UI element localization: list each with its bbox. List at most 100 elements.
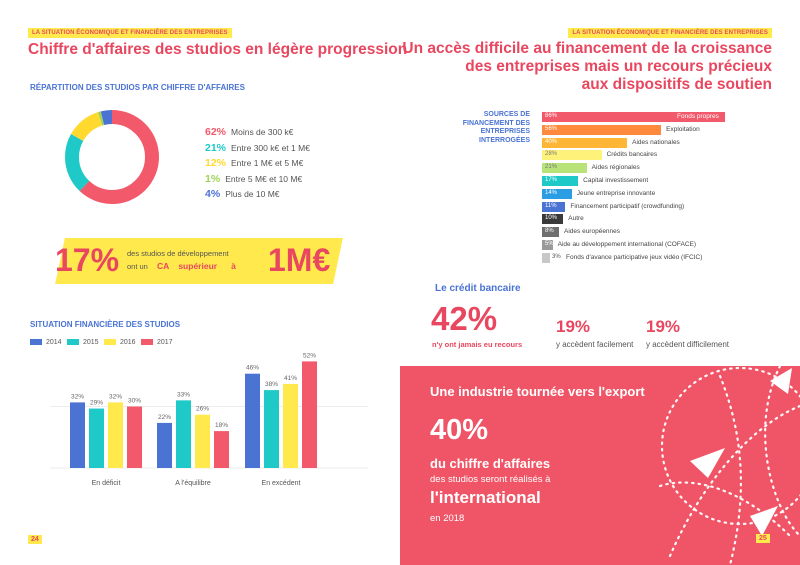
- source-bar: [542, 163, 587, 174]
- credit-big-sub: n'y ont jamais eu recours: [432, 340, 523, 349]
- page-number-right: 25: [756, 534, 770, 543]
- bar-value-label: 41%: [284, 375, 297, 382]
- source-label: Aide au développement international (COF…: [557, 241, 697, 248]
- bar-legend-swatch: [30, 339, 42, 346]
- bar: [245, 373, 260, 468]
- title-line: des entreprises mais un recours précieux: [465, 58, 772, 75]
- page-number-left: 24: [28, 535, 42, 544]
- export-line4: en 2018: [430, 513, 465, 524]
- donut-legend-pct: 12%: [205, 157, 227, 169]
- source-label: Aides nationales: [632, 138, 680, 146]
- bar-legend-item: 2017: [141, 339, 173, 346]
- source-label: Financement participatif (crowdfunding): [570, 202, 685, 210]
- donut-legend-label: Entre 1 M€ et 5 M€: [231, 158, 304, 168]
- donut-legend-pct: 21%: [205, 141, 227, 154]
- bar-legend-label: 2016: [120, 339, 136, 346]
- bar-legend-item: 2014: [30, 339, 62, 346]
- bar-value-label: 26%: [196, 406, 209, 413]
- donut-legend-item: 1% Entre 5 M€ et 10 M€: [205, 173, 302, 185]
- banner-text-pre: ont un: [127, 262, 148, 271]
- bar-value-label: 38%: [265, 381, 278, 388]
- bar-value-label: 29%: [90, 400, 103, 407]
- bar-legend-label: 2017: [157, 339, 173, 346]
- bar-value-label: 32%: [71, 393, 84, 400]
- bar-value-label: 46%: [246, 365, 259, 372]
- export-line2: des studios seront réalisés à: [430, 474, 551, 485]
- bar: [302, 361, 317, 468]
- source-value: 10%: [545, 215, 558, 222]
- donut-legend-pct: 1%: [205, 172, 221, 185]
- export-line1: du chiffre d'affaires: [430, 456, 551, 471]
- source-label: Autre: [568, 215, 584, 223]
- export-panel: Une industrie tournée vers l'export 40% …: [400, 366, 800, 565]
- donut-chart: [65, 110, 159, 204]
- bar-legend-label: 2014: [46, 339, 62, 346]
- bar: [195, 414, 210, 468]
- source-label: Crédits bancaires: [606, 151, 658, 159]
- bar-category-label: En déficit: [92, 480, 121, 487]
- source-label: Aides européennes: [564, 228, 621, 236]
- source-value: 11%: [545, 202, 557, 209]
- bar-legend-swatch: [141, 339, 153, 346]
- donut-legend-item: 21% Entre 300 k€ et 1 M€: [205, 142, 310, 154]
- sources-title: SOURCES DE FINANCEMENT DES ENTREPRISES I…: [440, 111, 530, 145]
- source-bar: [542, 176, 579, 186]
- bar: [157, 422, 172, 468]
- bar: [108, 402, 123, 468]
- source-bar: [542, 214, 564, 225]
- source-bar: [542, 150, 602, 161]
- section-tag-left: LA SITUATION ÉCONOMIQUE ET FINANCIÈRE DE…: [28, 28, 232, 38]
- bar-value-label: 32%: [109, 393, 122, 400]
- source-value: 40%: [545, 138, 558, 145]
- credit-big-pct: 42%: [431, 300, 498, 337]
- barchart-section-title: SITUATION FINANCIÈRE DES STUDIOS: [30, 320, 181, 329]
- donut-slice: [65, 110, 159, 204]
- donut-legend-item: 4% Plus de 10 M€: [205, 188, 280, 200]
- bar-category-label: En excédent: [262, 480, 301, 487]
- source-bar: [542, 240, 553, 250]
- bar-legend-item: 2016: [104, 339, 136, 346]
- source-bar: [542, 137, 628, 148]
- export-title: Une industrie tournée vers l'export: [430, 384, 645, 399]
- sources-title-line: FINANCEMENT DES: [462, 119, 530, 127]
- donut-legend-item: 12% Entre 1 M€ et 5 M€: [205, 157, 303, 169]
- source-bar: [542, 227, 560, 238]
- bar: [214, 431, 229, 468]
- section-tag-right: LA SITUATION ÉCONOMIQUE ET FINANCIÈRE DE…: [568, 28, 772, 38]
- bar-legend-swatch: [67, 339, 79, 346]
- bar: [264, 390, 279, 468]
- source-bar: [542, 188, 572, 199]
- source-label: Jeune entreprise innovante: [576, 189, 656, 197]
- donut-legend-label: Entre 300 k€ et 1 M€: [231, 142, 310, 153]
- source-value: 56%: [545, 125, 558, 132]
- bar-value-label: 52%: [303, 352, 316, 359]
- source-label: Aides régionales: [591, 164, 640, 172]
- source-value: 28%: [545, 151, 558, 158]
- bar-value-label: 33%: [177, 391, 190, 398]
- page-title-right: Un accès difficile au financement de la …: [402, 40, 772, 94]
- banner-text-line1: des studios de développement: [127, 249, 229, 258]
- source-bar: [542, 124, 662, 135]
- source-value: 14%: [545, 189, 558, 196]
- bar: [70, 402, 85, 468]
- source-value: 86%: [545, 113, 558, 119]
- donut-legend-pct: 4%: [205, 188, 221, 200]
- page-title-left: Chiffre d'affaires des studios en légère…: [28, 41, 408, 58]
- banner-text-ca: CA: [156, 261, 170, 271]
- bar-category-label: A l'équilibre: [175, 480, 211, 487]
- title-line: aux dispositifs de soutien: [581, 76, 772, 93]
- export-line3: l'international: [430, 488, 541, 507]
- banner-text-line2: ont un CA supérieur à: [127, 261, 236, 271]
- bar: [89, 408, 104, 468]
- sources-title-line: ENTREPRISES: [480, 128, 530, 135]
- bar-legend-item: 2015: [67, 339, 99, 346]
- bar: [127, 406, 142, 468]
- banner-text-sup: supérieur: [178, 261, 218, 271]
- credit-stat-1: 19%: [556, 317, 591, 336]
- bar: [176, 400, 191, 468]
- banner-amount: 1M€: [268, 242, 331, 278]
- source-value: 8%: [545, 228, 554, 235]
- globe-arrows-icon: [658, 366, 800, 565]
- export-pct: 40%: [430, 414, 489, 446]
- source-label: Exploitation: [666, 125, 700, 133]
